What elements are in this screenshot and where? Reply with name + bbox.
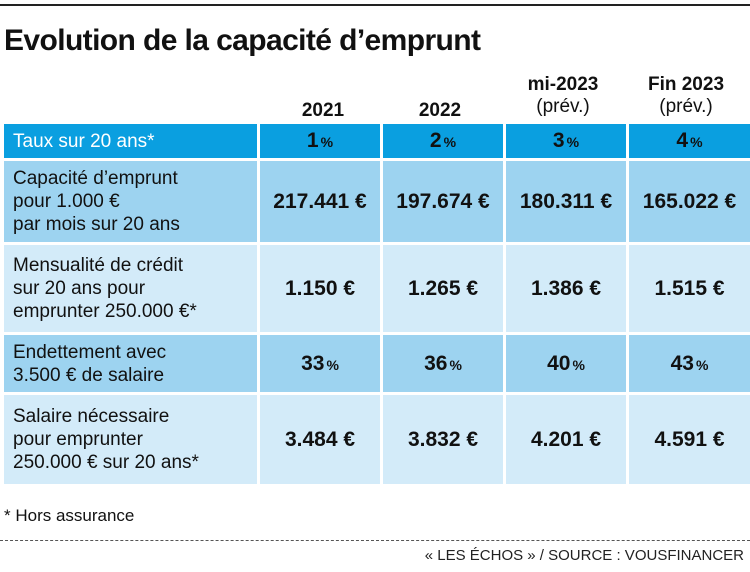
table-row: Mensualité de crédit sur 20 ans pour empru… [4,245,750,335]
rate-cell: 3% [506,124,629,161]
page-title: Evolution de la capacité d’emprunt [4,24,481,57]
value-cell: 1.265 € [383,245,506,335]
value-cell: 36% [383,335,506,395]
value-cell: 3.832 € [383,395,506,487]
table-row: Endettement avec 3.500 € de salaire 33% 3… [4,335,750,395]
table-row: Salaire nécessaire pour emprunter 250.000 … [4,395,750,487]
footnote: * Hors assurance [4,506,135,525]
data-table: Taux sur 20 ans* 1% 2% 3% 4% Capacité d’… [4,124,750,487]
value-cell: 33% [260,335,383,395]
value-cell: 197.674 € [383,161,506,245]
row-label: Capacité d’emprunt pour 1.000 € par mois s… [4,161,260,245]
value-cell: 3.484 € [260,395,383,487]
column-header-mi-2023: mi-2023 (prév.) [503,74,623,118]
source-credit: « LES ÉCHOS » / SOURCE : VOUSFINANCER [424,547,744,564]
column-header-fin-2023: Fin 2023 (prév.) [626,74,746,118]
column-year: 2022 [418,100,462,121]
row-label: Salaire nécessaire pour emprunter 250.000 … [4,395,260,487]
value-cell: 180.311 € [506,161,629,245]
value-cell: 4.591 € [629,395,750,487]
value-cell: 1.386 € [506,245,629,335]
rate-cell: 4% [629,124,750,161]
dashed-divider [0,540,750,541]
row-label: Taux sur 20 ans* [4,124,260,161]
value-cell: 43% [629,335,750,395]
value-cell: 1.515 € [629,245,750,335]
column-year: mi-2023 [527,74,599,95]
rate-cell: 2% [383,124,506,161]
table-row-rate: Taux sur 20 ans* 1% 2% 3% 4% [4,124,750,161]
rate-cell: 1% [260,124,383,161]
column-year: Fin 2023 [647,74,725,95]
column-header-2021: 2021 [263,100,383,122]
column-year: 2021 [301,100,345,121]
row-label: Endettement avec 3.500 € de salaire [4,335,260,395]
column-subtitle: (prév.) [536,96,590,117]
top-rule [0,4,750,6]
table-row: Capacité d’emprunt pour 1.000 € par mois s… [4,161,750,245]
value-cell: 165.022 € [629,161,750,245]
value-cell: 217.441 € [260,161,383,245]
value-cell: 4.201 € [506,395,629,487]
column-subtitle: (prév.) [659,96,713,117]
value-cell: 1.150 € [260,245,383,335]
row-label: Mensualité de crédit sur 20 ans pour empru… [4,245,260,335]
value-cell: 40% [506,335,629,395]
column-header-2022: 2022 [380,100,500,122]
